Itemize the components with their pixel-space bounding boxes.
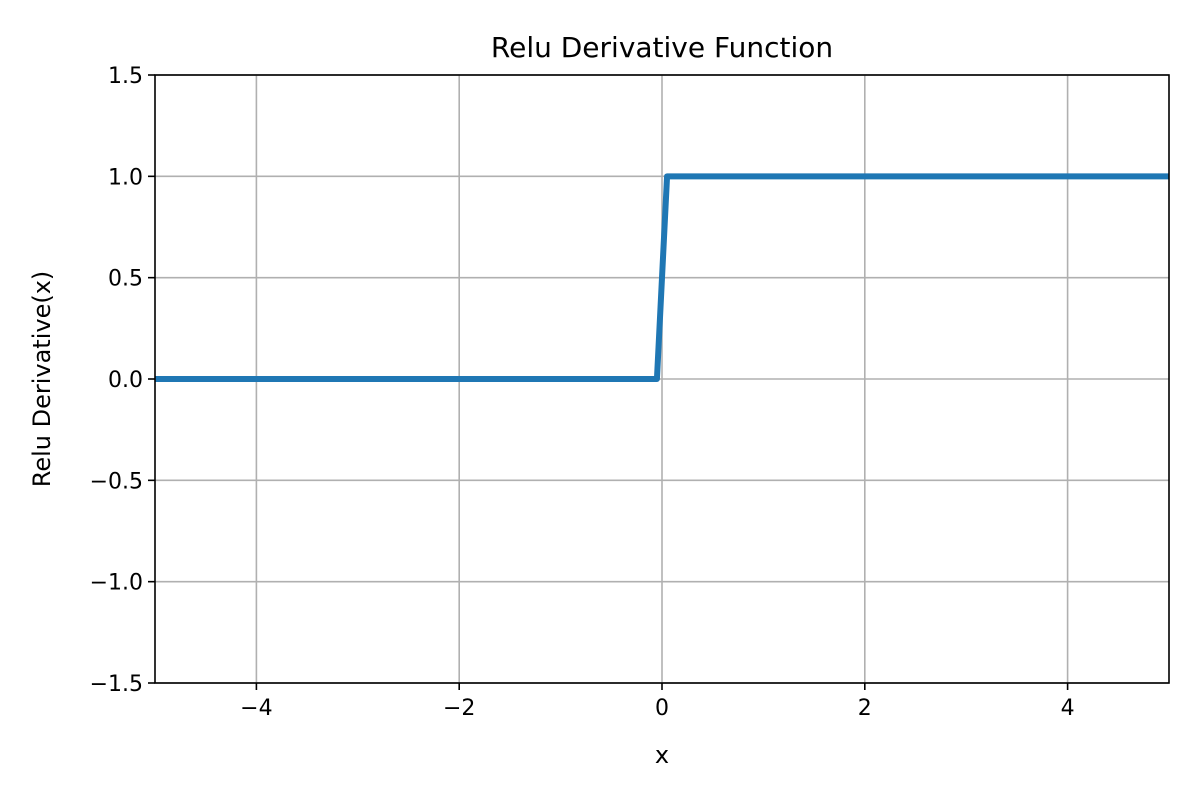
y-axis-label: Relu Derivative(x) <box>28 271 56 488</box>
y-tick-label: 1.5 <box>108 64 143 89</box>
chart-title: Relu Derivative Function <box>491 31 833 64</box>
x-tick-label: −2 <box>443 696 475 721</box>
x-tick-label: 0 <box>655 696 669 721</box>
y-tick-label: 1.0 <box>108 165 143 190</box>
y-tick-label: −1.0 <box>90 571 143 596</box>
y-tick-label: −1.5 <box>90 672 143 697</box>
y-tick-label: 0.0 <box>108 368 143 393</box>
x-tick-label: 4 <box>1061 696 1075 721</box>
y-tick-label: 0.5 <box>108 267 143 292</box>
series-layer <box>155 173 1169 382</box>
x-tick-label: −4 <box>240 696 272 721</box>
x-tick-label: 2 <box>858 696 872 721</box>
ticks: −4 −2 0 2 4 −1.5 −1.0 −0.5 0.0 0.5 1.0 1.5 <box>90 64 1075 721</box>
relu-derivative-line <box>155 173 1169 382</box>
x-axis-label: x <box>655 741 669 769</box>
y-tick-label: −0.5 <box>90 469 143 494</box>
